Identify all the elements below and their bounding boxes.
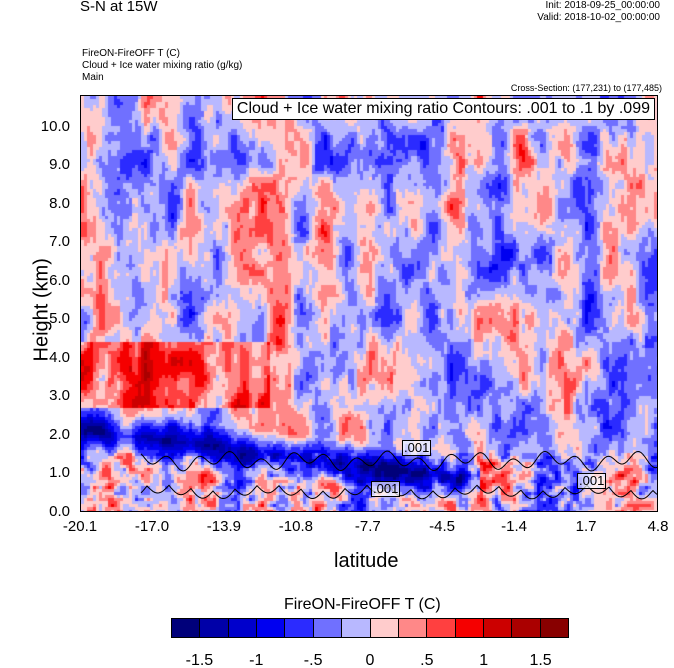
x-tick-label: -7.7 [354,518,381,535]
colorbar-label: 0 [365,652,375,668]
y-tick-label: 9.0 [49,156,70,174]
y-axis-label: Height (km) [30,258,53,362]
valid-time: Valid: 2018-10-02_00:00:00 [537,12,660,23]
colorbar-swatch [257,619,286,637]
contour-line [140,450,657,472]
contour-label: .001 [371,481,401,497]
colorbar-swatch [370,619,399,637]
y-tick-label: 0.0 [49,503,70,520]
field-label-1: FireON-FireOFF T (C) [82,48,180,59]
colorbar-label: .5 [420,652,434,668]
contour-label: .001 [577,473,607,489]
x-tick-label: 4.8 [647,518,669,535]
colorbar-swatch [285,619,314,637]
plot-title: S-N at 15W [80,0,158,15]
colorbar [171,618,569,638]
colorbar-swatch [512,619,541,637]
colorbar-swatch [342,619,371,637]
colorbar-swatch [200,619,229,637]
x-tick-label: 1.7 [575,518,597,535]
y-tick-label: 4.0 [49,348,70,366]
field-label-3: Main [82,72,104,83]
colorbar-swatch [228,619,258,637]
field-label-2: Cloud + Ice water mixing ratio (g/kg) [82,60,243,71]
y-tick-label: 6.0 [49,271,70,289]
y-tick-label: 2.0 [49,425,70,443]
y-tick-label: 1.0 [49,464,70,482]
init-time: Init: 2018-09-25_00:00:00 [545,0,660,11]
x-tick-label: -1.4 [501,518,528,535]
colorbar-label: -.5 [303,652,323,668]
y-tick-label: 3.0 [49,387,70,405]
colorbar-title: FireON-FireOFF T (C) [284,596,441,613]
contour-label: .001 [402,440,432,456]
colorbar-swatch [455,619,484,637]
x-tick-label: -10.8 [278,518,313,535]
colorbar-swatch [540,619,569,637]
colorbar-label: 1.5 [529,652,552,668]
y-tick-label: 7.0 [49,233,70,251]
plot-area: Cloud + Ice water mixing ratio Contours:… [80,95,658,512]
colorbar-swatch [398,619,428,637]
x-axis-label: latitude [334,550,399,572]
colorbar-swatch [172,619,201,637]
colorbar-swatch [313,619,343,637]
x-tick-label: -13.9 [206,518,242,535]
colorbar-label: -1 [249,652,264,668]
cloud-contours [140,450,657,500]
temperature-difference-field [81,96,657,511]
x-tick-label: -20.1 [62,518,98,535]
colorbar-label: 1 [479,652,489,668]
contour-legend: Cloud + Ice water mixing ratio Contours:… [231,98,655,120]
colorbar-swatch [427,619,456,637]
y-tick-label: 8.0 [49,194,70,212]
x-tick-label: -4.5 [429,518,456,535]
colorbar-label: -1.5 [185,652,214,668]
y-tick-label: 5.0 [49,310,70,328]
colorbar-swatch [483,619,513,637]
x-tick-label: -17.0 [134,518,170,535]
cross-section-label: Cross-Section: (177,231) to (177,485) [510,83,662,93]
y-tick-label: 10.0 [40,117,70,135]
